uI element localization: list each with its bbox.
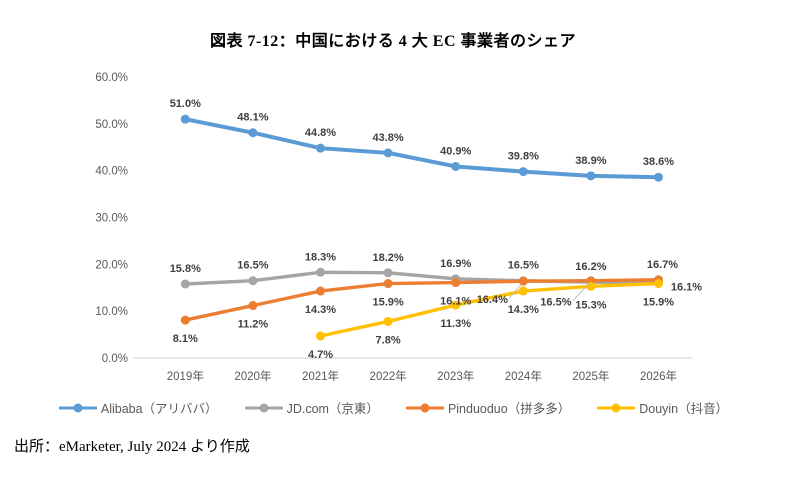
data-point-douyin xyxy=(383,316,393,326)
data-label-alibaba: 48.1% xyxy=(237,112,268,124)
legend-marker-douyin xyxy=(597,403,636,412)
y-tick-label: 50.0% xyxy=(95,119,128,131)
data-label-douyin: 4.7% xyxy=(308,349,333,361)
data-point-alibaba xyxy=(518,167,528,177)
y-tick-label: 10.0% xyxy=(95,306,128,318)
data-label-pinduoduo: 16.5% xyxy=(540,297,571,309)
label-leader-line xyxy=(572,283,590,302)
data-label-pinduoduo: 16.7% xyxy=(647,259,678,271)
x-tick-label: 2019年 xyxy=(167,369,204,383)
y-tick-label: 30.0% xyxy=(95,213,128,225)
data-point-jdcom xyxy=(383,268,393,278)
data-label-jdcom: 16.9% xyxy=(440,258,471,270)
data-point-pinduoduo xyxy=(451,278,461,288)
data-label-alibaba: 38.9% xyxy=(575,155,606,167)
data-label-douyin: 15.9% xyxy=(643,297,674,309)
data-point-alibaba xyxy=(248,128,258,138)
data-point-douyin xyxy=(316,331,325,341)
data-label-jdcom: 18.3% xyxy=(305,251,336,263)
legend-marker-alibaba xyxy=(58,403,97,412)
data-point-jdcom xyxy=(316,267,325,277)
series-line-alibaba xyxy=(183,117,661,180)
data-point-alibaba xyxy=(316,143,325,153)
legend-item-jdcom: JD.com（京東） xyxy=(244,398,379,417)
data-point-douyin xyxy=(518,286,528,296)
x-tick-label: 2020年 xyxy=(234,369,271,383)
legend-marker-jdcom xyxy=(244,403,283,412)
data-label-alibaba: 44.8% xyxy=(305,127,336,139)
data-label-pinduoduo: 11.2% xyxy=(238,319,269,331)
legend-label-douyin: Douyin（抖音） xyxy=(639,402,729,416)
legend-item-alibaba: Alibaba（アリババ） xyxy=(58,398,218,417)
data-point-jdcom xyxy=(180,279,190,289)
legend-label-pinduoduo: Pinduoduo（拼多多） xyxy=(447,402,571,416)
data-label-pinduoduo: 16.1% xyxy=(440,296,471,308)
data-label-pinduoduo: 8.1% xyxy=(173,333,198,345)
data-point-douyin xyxy=(586,281,596,291)
y-tick-label: 0.0% xyxy=(102,353,128,365)
data-point-alibaba xyxy=(180,114,190,124)
data-point-jdcom xyxy=(248,276,258,286)
data-point-douyin xyxy=(654,279,663,289)
chart-title: 図表 7-12：中国における 4 大 EC 事業者のシェア xyxy=(209,33,577,50)
data-point-pinduoduo xyxy=(383,279,393,289)
legend-label-alibaba: Alibaba（アリババ） xyxy=(100,402,218,416)
chart-legend: Alibaba（アリババ） JD.com（京東） Pinduoduo（拼多多） Dou… xyxy=(0,398,786,417)
data-label-pinduoduo: 14.3% xyxy=(305,304,336,316)
line-chart: 0.0% 10.0% 20.0% 30.0% 40.0% 50.0% 60.0% 2019年 2… xyxy=(95,72,702,383)
data-point-pinduoduo xyxy=(316,286,325,296)
data-label-alibaba: 39.8% xyxy=(508,151,539,163)
legend-marker-pinduoduo xyxy=(405,403,444,412)
data-label-alibaba: 51.0% xyxy=(170,98,201,110)
data-label-jdcom: 15.8% xyxy=(170,263,201,275)
data-label-jdcom: 16.2% xyxy=(575,261,606,273)
data-label-alibaba: 40.9% xyxy=(440,145,471,157)
series-line-pinduoduo xyxy=(183,278,661,322)
data-point-pinduoduo xyxy=(248,301,258,311)
data-point-alibaba xyxy=(654,172,663,182)
x-tick-label: 2024年 xyxy=(505,369,542,383)
legend-item-pinduoduo: Pinduoduo（拼多多） xyxy=(405,398,570,417)
x-tick-label: 2025年 xyxy=(572,369,609,383)
data-point-pinduoduo xyxy=(518,276,528,286)
legend-item-douyin: Douyin（抖音） xyxy=(596,398,728,417)
data-label-jdcom: 16.5% xyxy=(237,260,268,272)
label-leader-line xyxy=(508,283,522,299)
data-point-douyin xyxy=(451,300,461,310)
x-tick-label: 2026年 xyxy=(640,369,677,383)
data-label-douyin: 15.3% xyxy=(575,299,606,311)
data-label-alibaba: 38.6% xyxy=(643,156,674,168)
source-note: 出所：eMarketer, July 2024 より作成 xyxy=(14,439,250,455)
data-label-jdcom: 18.2% xyxy=(372,252,403,264)
data-point-alibaba xyxy=(451,161,461,171)
y-tick-label: 60.0% xyxy=(95,72,128,84)
data-label-jdcom: 16.1% xyxy=(671,282,702,294)
data-label-douyin: 11.3% xyxy=(440,318,471,330)
data-label-alibaba: 43.8% xyxy=(372,132,403,144)
x-tick-label: 2023年 xyxy=(437,369,474,383)
y-tick-label: 20.0% xyxy=(95,259,128,271)
data-point-pinduoduo xyxy=(180,315,190,325)
data-label-jdcom: 16.5% xyxy=(508,260,539,272)
series-line-douyin xyxy=(318,281,661,338)
x-tick-label: 2021年 xyxy=(302,369,339,383)
y-tick-label: 40.0% xyxy=(95,166,128,178)
data-label-douyin: 7.8% xyxy=(376,334,401,346)
data-label-douyin: 14.3% xyxy=(508,304,539,316)
data-label-pinduoduo: 16.4% xyxy=(477,294,508,306)
x-tick-label: 2022年 xyxy=(370,369,407,383)
legend-label-jdcom: JD.com（京東） xyxy=(286,402,379,416)
data-point-alibaba xyxy=(586,171,596,181)
data-label-pinduoduo: 15.9% xyxy=(372,297,403,309)
data-point-alibaba xyxy=(383,148,393,158)
